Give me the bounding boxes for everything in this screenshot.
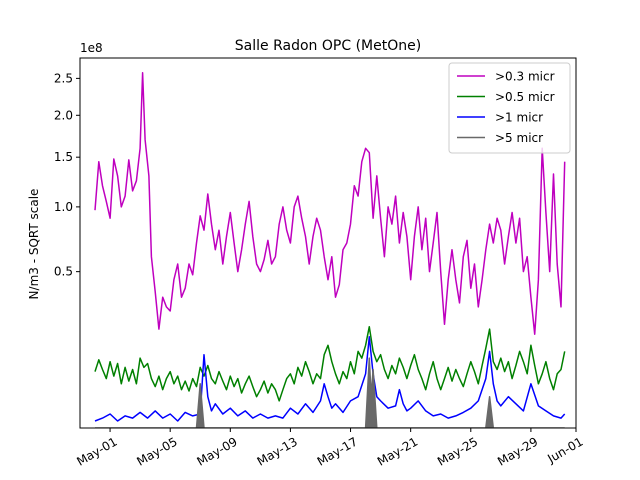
series-layer	[94, 72, 566, 428]
series-line-2	[94, 325, 566, 402]
series-line-3	[94, 336, 566, 422]
y-axis-label: N/m3 - SQRT scale	[27, 189, 41, 300]
legend-label-2: >0.5 micr	[495, 90, 555, 104]
y-tick-label: 0.5	[54, 265, 73, 279]
y-tick-label: 2.0	[54, 108, 73, 122]
legend: >0.3 micr >0.5 micr >1 micr >5 micr	[448, 62, 571, 154]
legend-label-4: >5 micr	[495, 131, 543, 145]
y-tick-label: 2.5	[54, 71, 73, 85]
legend-label-1: >0.3 micr	[495, 70, 555, 84]
series-line-1	[94, 72, 566, 335]
legend-box	[448, 62, 571, 154]
legend-label-3: >1 micr	[495, 111, 543, 125]
y-tick-label: 1.0	[54, 200, 73, 214]
y-axis-ticks: 0.5 1.0 1.5 2.0 2.5	[54, 71, 80, 279]
y-offset-label: 1e8	[80, 41, 103, 55]
plot-frame	[79, 57, 577, 429]
series-line-4	[95, 357, 565, 428]
y-tick-label: 1.5	[54, 150, 73, 164]
chart-title: Salle Radon OPC (MetOne)	[235, 38, 421, 54]
